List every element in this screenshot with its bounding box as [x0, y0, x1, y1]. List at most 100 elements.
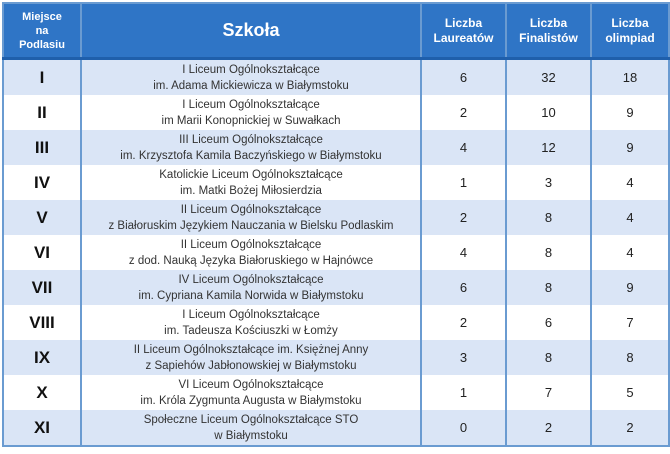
ranking-table-container: Miejsce na Podlasiu Szkoła Liczba Laurea…: [2, 2, 670, 447]
school-name-line2: z Sapiehów Jabłonowskiej w Białymstoku: [145, 359, 357, 372]
laureates-cell: 6: [420, 58, 507, 95]
place-cell: XI: [2, 410, 82, 447]
header-laureates: Liczba Laureatów: [420, 2, 507, 60]
school-name-line2: w Białymstoku: [214, 429, 288, 442]
laureates-cell: 2: [420, 200, 507, 235]
laureates-cell: 4: [420, 130, 507, 165]
place-cell: III: [2, 130, 82, 165]
school-name-line1: II Liceum Ogólnokształcące im. Księżnej …: [133, 343, 369, 356]
table-row: I I Liceum Ogólnokształcące im. Adama Mi…: [2, 58, 670, 95]
finalists-cell: 8: [505, 235, 592, 270]
table-row: VIII I Liceum Ogólnokształcące im. Tadeu…: [2, 305, 670, 340]
header-finalists-line: Finalistów: [519, 30, 578, 45]
header-place-line: Podlasiu: [19, 38, 65, 51]
school-name-line1: IV Liceum Ogólnokształcące: [178, 273, 324, 286]
olympiads-cell: 9: [590, 130, 670, 165]
header-finalists-line: Liczba: [529, 15, 568, 30]
place-cell: VIII: [2, 305, 82, 340]
olympiads-cell: 8: [590, 340, 670, 375]
olympiads-cell: 4: [590, 235, 670, 270]
place-cell: V: [2, 200, 82, 235]
school-name-line1: I Liceum Ogólnokształcące: [182, 308, 320, 321]
laureates-cell: 1: [420, 375, 507, 410]
laureates-cell: 6: [420, 270, 507, 305]
olympiads-cell: 4: [590, 165, 670, 200]
place-cell: IV: [2, 165, 82, 200]
olympiads-cell: 5: [590, 375, 670, 410]
table-body: I I Liceum Ogólnokształcące im. Adama Mi…: [2, 58, 670, 447]
olympiads-cell: 7: [590, 305, 670, 340]
school-cell: II Liceum Ogólnokształcące z dod. Nauką …: [80, 235, 422, 270]
school-cell: I Liceum Ogólnokształcące im Marii Konop…: [80, 95, 422, 130]
school-cell: II Liceum Ogólnokształcące im. Księżnej …: [80, 340, 422, 375]
table-row: III III Liceum Ogólnokształcące im. Krzy…: [2, 130, 670, 165]
school-cell: Katolickie Liceum Ogólnokształcące im. M…: [80, 165, 422, 200]
table-row: X VI Liceum Ogólnokształcące im. Króla Z…: [2, 375, 670, 410]
header-laureates-line: Laureatów: [433, 30, 494, 45]
header-place-line: na: [35, 24, 49, 37]
table-row: IV Katolickie Liceum Ogólnokształcące im…: [2, 165, 670, 200]
school-name-line1: Społeczne Liceum Ogólnokształcące STO: [143, 413, 359, 426]
school-name-line1: I Liceum Ogólnokształcące: [182, 98, 320, 111]
place-cell: VI: [2, 235, 82, 270]
table-row: VII IV Liceum Ogólnokształcące im. Cypri…: [2, 270, 670, 305]
school-ranking-table: Miejsce na Podlasiu Szkoła Liczba Laurea…: [2, 2, 670, 447]
finalists-cell: 32: [505, 58, 592, 95]
school-name-line2: im. Matki Bożej Miłosierdzia: [180, 184, 322, 197]
laureates-cell: 3: [420, 340, 507, 375]
school-name-line1: II Liceum Ogólnokształcące: [180, 203, 322, 216]
school-cell: I Liceum Ogólnokształcące im. Tadeusza K…: [80, 305, 422, 340]
olympiads-cell: 9: [590, 95, 670, 130]
school-cell: I Liceum Ogólnokształcące im. Adama Mick…: [80, 58, 422, 95]
school-name-line2: im. Króla Zygmunta Augusta w Białymstoku: [140, 394, 362, 407]
school-name-line2: im. Tadeusza Kościuszki w Łomży: [164, 324, 338, 337]
laureates-cell: 2: [420, 305, 507, 340]
olympiads-cell: 2: [590, 410, 670, 447]
header-place-line: Miejsce: [22, 10, 62, 23]
finalists-cell: 3: [505, 165, 592, 200]
place-cell: VII: [2, 270, 82, 305]
school-cell: Społeczne Liceum Ogólnokształcące STO w …: [80, 410, 422, 447]
place-cell: IX: [2, 340, 82, 375]
laureates-cell: 0: [420, 410, 507, 447]
finalists-cell: 8: [505, 340, 592, 375]
school-name-line2: im. Adama Mickiewicza w Białymstoku: [153, 79, 349, 92]
table-row: V II Liceum Ogólnokształcące z Białorusk…: [2, 200, 670, 235]
place-cell: X: [2, 375, 82, 410]
school-name-line1: VI Liceum Ogólnokształcące: [178, 378, 324, 391]
olympiads-cell: 9: [590, 270, 670, 305]
table-row: XI Społeczne Liceum Ogólnokształcące STO…: [2, 410, 670, 447]
finalists-cell: 2: [505, 410, 592, 447]
header-laureates-line: Liczba: [444, 15, 483, 30]
table-header-row: Miejsce na Podlasiu Szkoła Liczba Laurea…: [2, 2, 670, 60]
laureates-cell: 4: [420, 235, 507, 270]
school-name-line2: im. Krzysztofa Kamila Baczyńskiego w Bia…: [120, 149, 382, 162]
laureates-cell: 1: [420, 165, 507, 200]
table-row: II I Liceum Ogólnokształcące im Marii Ko…: [2, 95, 670, 130]
header-olympiads: Liczba olimpiad: [590, 2, 670, 60]
finalists-cell: 8: [505, 270, 592, 305]
school-name-line1: I Liceum Ogólnokształcące: [182, 63, 320, 76]
laureates-cell: 2: [420, 95, 507, 130]
olympiads-cell: 4: [590, 200, 670, 235]
olympiads-cell: 18: [590, 58, 670, 95]
place-cell: I: [2, 58, 82, 95]
finalists-cell: 7: [505, 375, 592, 410]
table-row: IX II Liceum Ogólnokształcące im. Księżn…: [2, 340, 670, 375]
header-olympiads-line: olimpiad: [605, 30, 655, 45]
school-cell: IV Liceum Ogólnokształcące im. Cypriana …: [80, 270, 422, 305]
header-olympiads-line: Liczba: [611, 15, 649, 30]
finalists-cell: 6: [505, 305, 592, 340]
school-name-line1: III Liceum Ogólnokształcące: [179, 133, 323, 146]
place-cell: II: [2, 95, 82, 130]
finalists-cell: 10: [505, 95, 592, 130]
table-row: VI II Liceum Ogólnokształcące z dod. Nau…: [2, 235, 670, 270]
school-name-line2: im. Cypriana Kamila Norwida w Białymstok…: [138, 289, 364, 302]
school-name-line1: II Liceum Ogólnokształcące: [180, 238, 322, 251]
school-cell: III Liceum Ogólnokształcące im. Krzyszto…: [80, 130, 422, 165]
school-cell: VI Liceum Ogólnokształcące im. Króla Zyg…: [80, 375, 422, 410]
header-school: Szkoła: [80, 2, 422, 60]
school-cell: II Liceum Ogólnokształcące z Białoruskim…: [80, 200, 422, 235]
school-name-line2: im Marii Konopnickiej w Suwałkach: [161, 114, 341, 127]
school-name-line2: z Białoruskim Językiem Nauczania w Biels…: [108, 219, 394, 232]
